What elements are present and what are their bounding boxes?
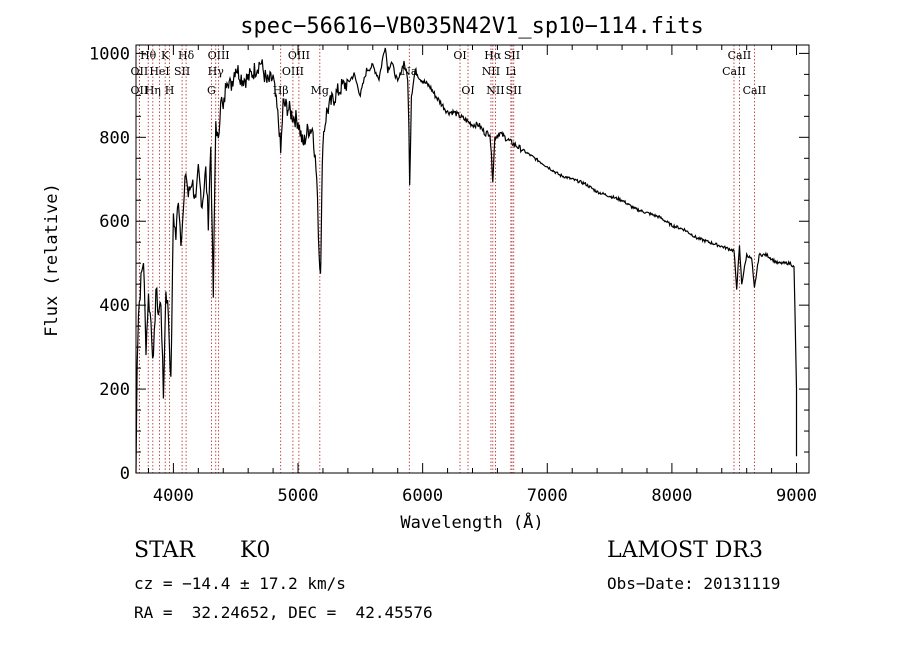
spectral-line-label: SII: [506, 84, 522, 97]
spectral-line-label: G: [207, 84, 216, 97]
chart-title: spec−56616−VB035N42V1_sp10−114.fits: [240, 14, 704, 39]
x-tick-label: 5000: [278, 486, 319, 506]
observation-date: Obs−Date: 20131119: [607, 574, 781, 593]
redshift-velocity: cz = −14.4 ± 17.2 km/s: [134, 574, 346, 593]
spectral-line-label: Hβ: [273, 84, 289, 97]
spectral-line-label: Li: [505, 65, 516, 78]
spectral-line-label: H: [165, 84, 175, 97]
x-axis-label: Wavelength (Å): [400, 511, 543, 533]
spectral-line-label: OI: [461, 84, 474, 97]
spectral-line-label: CaII: [722, 65, 746, 78]
spectral-line-label: SII: [504, 49, 520, 62]
x-axis-ticks: 4000 5000 6000 7000 8000 9000: [147, 45, 817, 506]
x-tick-label: 8000: [651, 486, 692, 506]
y-axis-label: Flux (relative): [42, 183, 62, 337]
y-tick-label: 0: [120, 464, 130, 484]
spectral-line-label: OI: [453, 49, 466, 62]
spectral-line-label: CaII: [728, 49, 752, 62]
spectral-line-label: OIII: [288, 49, 310, 62]
spectral-line-label: K: [161, 49, 170, 62]
spectral-line-label: OIII: [282, 65, 304, 78]
y-tick-label: 800: [99, 128, 130, 148]
object-subclass: K0: [240, 538, 271, 563]
spectral-line-label: Hγ: [208, 65, 225, 78]
survey-name: LAMOST DR3: [607, 538, 763, 563]
spectral-line-label: Hα: [484, 49, 502, 62]
x-tick-label: 6000: [402, 486, 443, 506]
spectral-line-label: Hη: [145, 84, 161, 97]
spectral-line-label: Hθ: [140, 49, 157, 62]
x-tick-label: 4000: [153, 486, 194, 506]
spectral-line-label: CaII: [743, 84, 767, 97]
spectral-line-markers: [138, 45, 755, 473]
y-tick-label: 200: [99, 380, 130, 400]
sky-coordinates: RA = 32.24652, DEC = 42.45576: [134, 603, 433, 622]
x-tick-label: 9000: [776, 486, 817, 506]
spectral-line-label: NII: [486, 84, 504, 97]
spectral-line-label: NII: [482, 65, 500, 78]
y-tick-label: 1000: [89, 44, 130, 64]
plot-frame: [135, 44, 810, 474]
y-axis-ticks: 0 200 400 600 800 1000: [89, 44, 809, 484]
y-tick-label: 600: [99, 212, 130, 232]
spectral-line-label: OII: [131, 65, 149, 78]
spectral-line-label: SII: [174, 65, 190, 78]
spectral-line-label: OIII: [208, 49, 230, 62]
y-tick-label: 400: [99, 296, 130, 316]
spectral-line-label: HeI: [149, 65, 169, 78]
flux-series-line: [135, 47, 798, 474]
x-tick-label: 7000: [527, 486, 568, 506]
spectral-line-label: OII: [131, 84, 149, 97]
spectral-line-label: Mg: [311, 84, 329, 97]
spectral-line-label: Hδ: [178, 49, 195, 62]
object-class: STAR: [134, 538, 195, 563]
